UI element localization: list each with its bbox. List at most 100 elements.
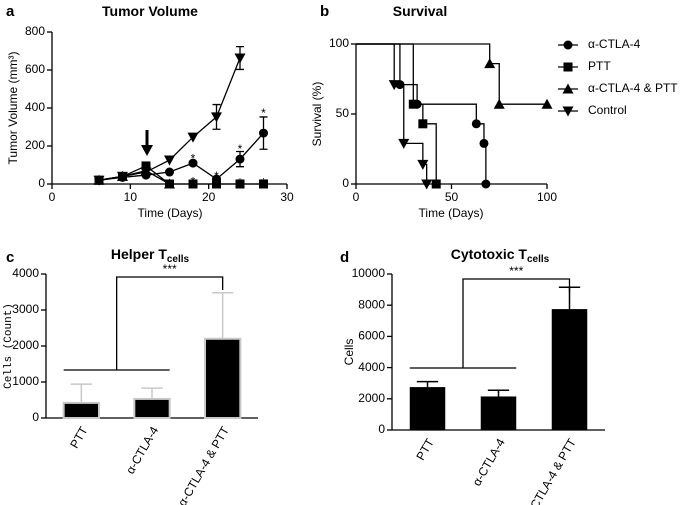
panel-label: a (6, 3, 15, 20)
marker (471, 119, 481, 129)
title-sub: cells (527, 254, 550, 265)
marker (234, 53, 246, 64)
legend-label: α-CTLA-4 (588, 37, 641, 51)
panel-label: b (320, 3, 329, 20)
x-tick-label: α-CTLA-4 & PTT (522, 436, 579, 505)
marker (484, 58, 496, 69)
marker (187, 132, 199, 143)
marker (418, 119, 428, 129)
annotation: * (238, 175, 243, 189)
x-tick-label: 30 (280, 190, 294, 204)
chart-title: Tumor Volume (102, 3, 198, 19)
error-bar (212, 291, 234, 339)
marker (388, 80, 400, 91)
y-tick-label: 10000 (352, 266, 386, 280)
y-tick-label: 2000 (12, 338, 39, 352)
title-text: Cytotoxic T (451, 246, 528, 262)
panel-label: c (6, 249, 14, 266)
marker (408, 99, 418, 109)
marker (235, 179, 245, 189)
y-tick-label: 4000 (358, 360, 385, 374)
significance-bracket (409, 278, 571, 369)
marker (421, 179, 433, 190)
marker (93, 175, 105, 186)
marker (117, 171, 128, 182)
x-tick-label: α-CTLA-4 (470, 436, 508, 489)
x-axis-label: Time (Days) (138, 206, 203, 220)
y-tick-label: 800 (25, 24, 45, 38)
y-tick-label: 400 (25, 100, 45, 114)
x-tick-label: PTT (413, 436, 437, 463)
x-tick-label: α-CTLA-4 (123, 424, 161, 477)
marker (431, 179, 441, 189)
significance-label: *** (509, 264, 523, 278)
y-tick-label: 2000 (358, 391, 385, 405)
annotation: * (191, 174, 196, 188)
y-axis-label: Tumor Volume (mm³) (6, 52, 20, 165)
bar (133, 397, 171, 420)
annotation: * (214, 169, 219, 183)
y-tick-label: 0 (38, 176, 45, 190)
significance-bracket (63, 276, 224, 371)
x-tick-label: PTT (67, 424, 91, 451)
x-tick-label: 0 (49, 190, 56, 204)
y-axis-label: Cells (Count) (3, 303, 15, 389)
chart-title: Cytotoxic Tcells (451, 246, 550, 265)
marker (140, 167, 152, 178)
series-line (356, 43, 547, 105)
significance-label: *** (163, 262, 177, 276)
y-tick-label: 600 (25, 62, 45, 76)
y-tick-label: 4000 (12, 266, 39, 280)
marker (235, 154, 245, 164)
marker (398, 138, 410, 149)
marker (562, 83, 574, 94)
marker (563, 40, 573, 50)
title-text: Helper T (111, 246, 167, 262)
marker (493, 98, 505, 109)
panel-label: d (340, 249, 349, 266)
marker (541, 98, 553, 109)
chart-title: Survival (393, 3, 447, 19)
marker (481, 179, 491, 189)
error-bar (70, 383, 92, 403)
y-tick-label: 50 (336, 106, 350, 120)
legend-label: PTT (588, 59, 611, 73)
y-tick-label: 8000 (358, 297, 385, 311)
error-bar (141, 387, 163, 399)
error-bar (416, 380, 439, 388)
error-bar (487, 389, 510, 397)
annotation: * (261, 106, 266, 120)
marker (212, 179, 221, 189)
y-tick-label: 200 (25, 138, 45, 152)
marker (165, 167, 174, 177)
bar (204, 337, 242, 419)
marker (164, 178, 175, 189)
x-tick-label: 100 (537, 190, 557, 204)
y-tick-label: 1000 (12, 374, 39, 388)
legend-label: Control (588, 103, 627, 117)
title-text: Tumor Volume (102, 3, 198, 19)
bar (409, 387, 446, 430)
y-tick-label: 0 (32, 410, 39, 424)
y-tick-label: 6000 (358, 329, 385, 343)
marker (211, 112, 222, 123)
y-tick-label: 100 (329, 36, 349, 50)
series-line (98, 170, 170, 185)
marker (479, 138, 489, 148)
annotation: * (238, 142, 243, 156)
marker (188, 179, 198, 189)
y-axis-label: Cells (342, 339, 356, 366)
y-tick-label: 3000 (12, 302, 39, 316)
marker (417, 159, 429, 170)
title-text: Survival (393, 3, 447, 19)
x-tick-label: 50 (445, 190, 459, 204)
chart-title: Helper Tcells (111, 246, 190, 265)
marker (259, 179, 268, 189)
x-tick-label: 20 (202, 190, 216, 204)
marker (563, 62, 573, 72)
x-axis-label: Time (Days) (419, 206, 484, 220)
marker (188, 158, 198, 168)
x-tick-label: 0 (353, 190, 360, 204)
bar (551, 309, 588, 430)
